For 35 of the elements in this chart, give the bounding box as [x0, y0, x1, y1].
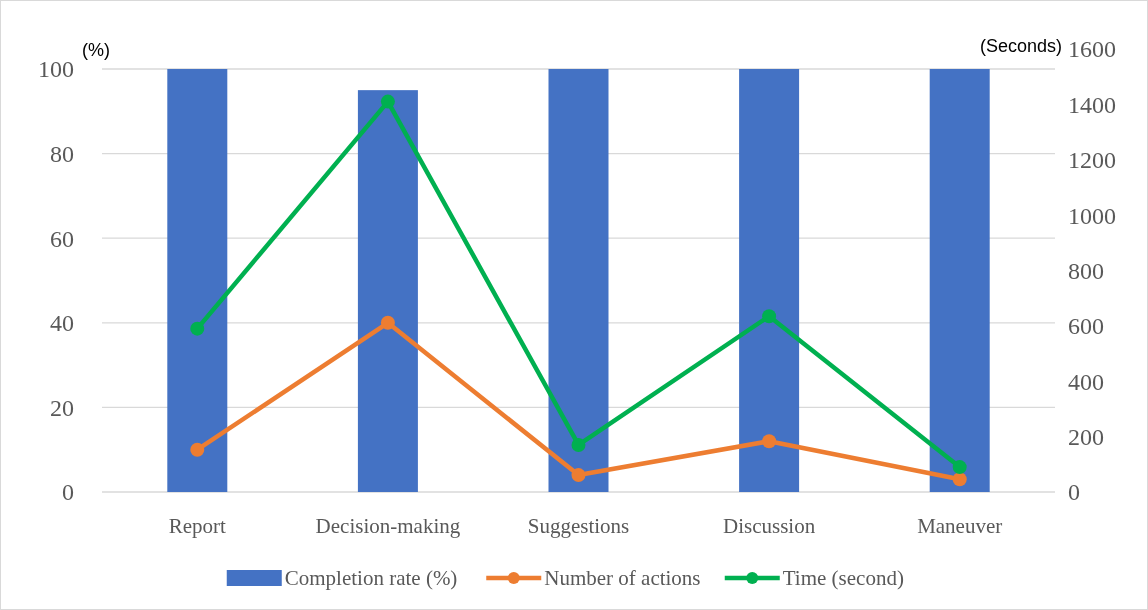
point [190, 442, 205, 457]
y2-axis-title: (Seconds) [979, 36, 1062, 57]
legend-label: Number of actions [544, 566, 701, 591]
point [762, 434, 777, 449]
point [952, 472, 967, 487]
y2-tick-label: 1200 [1068, 147, 1116, 174]
point [190, 321, 205, 336]
point [380, 315, 395, 330]
x-tick-label: Suggestions [527, 514, 630, 539]
legend-label: Time (second) [782, 566, 904, 591]
point [380, 94, 395, 109]
y2-tick-label: 400 [1068, 368, 1104, 395]
x-tick-label: Decision-making [315, 514, 461, 539]
x-tick-label: Discussion [723, 514, 816, 539]
y2-tick-label: 800 [1068, 257, 1104, 284]
y-tick-label: 20 [50, 394, 74, 421]
y2-tick-label: 1400 [1068, 91, 1116, 118]
y2-tick-label: 1600 [1068, 36, 1116, 63]
x-tick-label: Maneuver [917, 514, 1003, 539]
point [571, 437, 586, 452]
y-tick-label: 60 [50, 225, 74, 252]
y-tick-label: 100 [38, 56, 74, 83]
y-tick-label: 80 [50, 141, 74, 167]
y-tick-label: 40 [50, 310, 74, 337]
legend-label: Completion rate (%) [284, 566, 458, 591]
point [952, 460, 967, 475]
y-tick-label: 0 [62, 479, 74, 506]
y2-tick-label: 1000 [1068, 202, 1116, 229]
y2-tick-label: 200 [1068, 424, 1104, 451]
point [762, 309, 777, 324]
y2-tick-label: 600 [1068, 313, 1104, 340]
point [571, 468, 586, 483]
y2-tick-label: 0 [1068, 479, 1080, 506]
y-axis-title: (%) [82, 40, 110, 61]
x-tick-label: Report [168, 514, 227, 539]
